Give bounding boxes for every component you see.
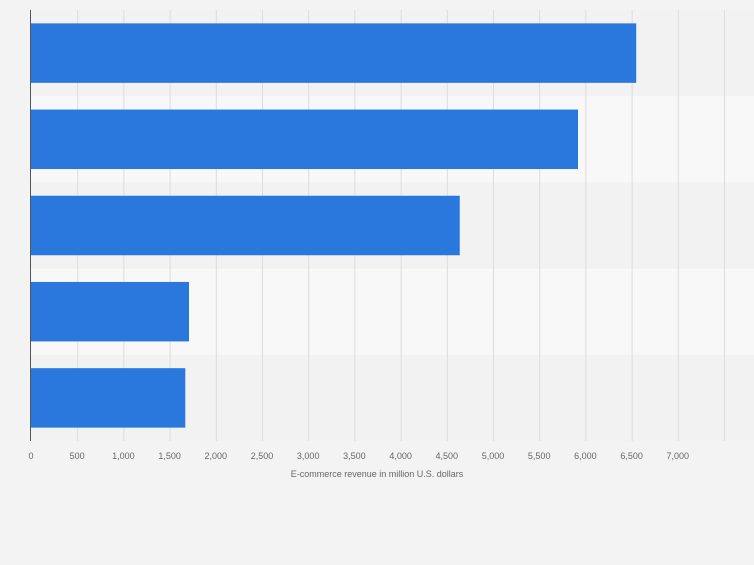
x-tick-label: 6,500 (620, 451, 643, 461)
x-tick-label: 500 (70, 451, 85, 461)
x-tick-label: 1,500 (158, 451, 181, 461)
x-tick-label: 4,000 (389, 451, 412, 461)
x-tick-label: 1,000 (112, 451, 135, 461)
x-tick-label: 6,000 (574, 451, 597, 461)
bar (31, 23, 637, 83)
x-tick-label: 2,000 (205, 451, 228, 461)
x-tick-label: 3,000 (297, 451, 320, 461)
x-tick-labels: 0 500 1,000 1,500 2,000 2,500 3,000 3,500 4,000 4… (28, 451, 689, 461)
x-tick-label: 7,000 (667, 451, 690, 461)
bar (31, 368, 186, 428)
x-tick-label: 2,500 (251, 451, 274, 461)
bar (31, 109, 579, 170)
x-tick-label: 3,500 (343, 451, 366, 461)
x-tick-label: 4,500 (436, 451, 459, 461)
x-tick-label: 5,500 (528, 451, 551, 461)
x-tick-label: 0 (28, 451, 33, 461)
bar (31, 195, 460, 256)
bar (31, 281, 190, 342)
x-tick-label: 5,000 (482, 451, 505, 461)
x-axis-label: E-commerce revenue in million U.S. dolla… (291, 469, 464, 479)
bars (31, 23, 637, 428)
